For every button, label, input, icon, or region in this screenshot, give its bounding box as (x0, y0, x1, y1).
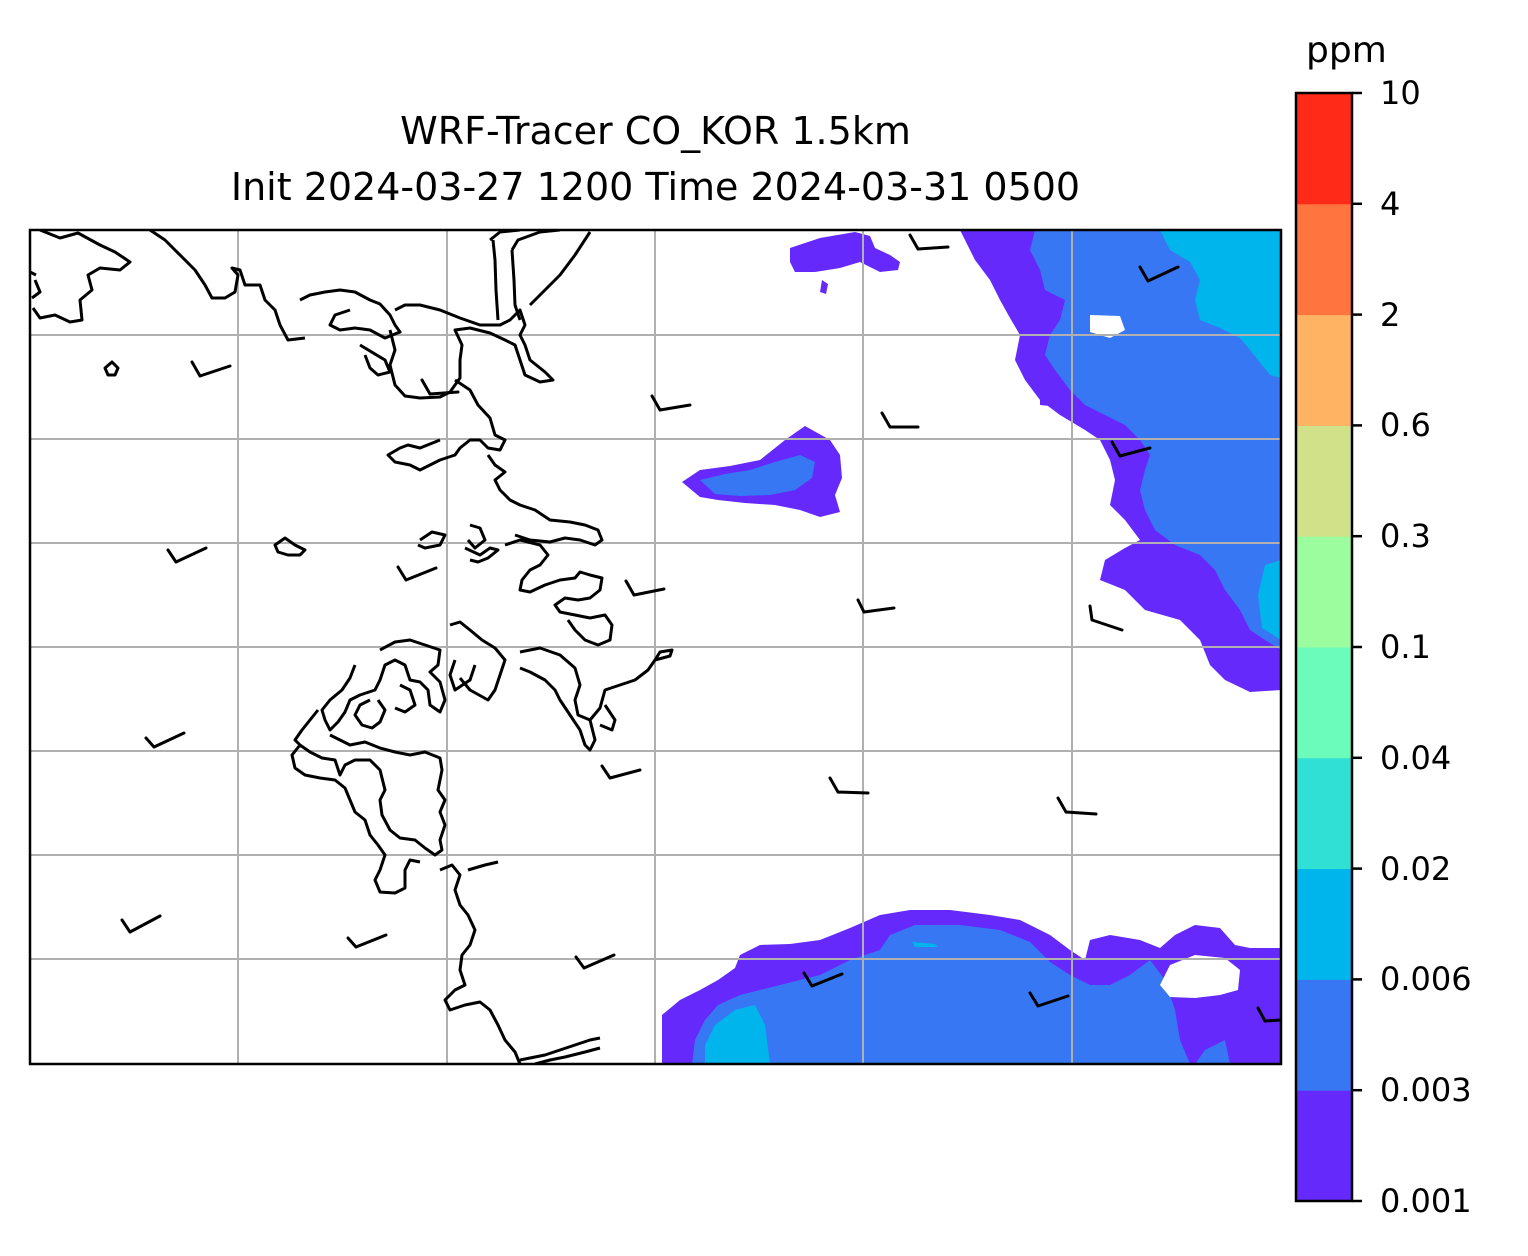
coastline-center-islands (103, 360, 307, 557)
wind-barb (1056, 796, 1098, 816)
colorbar-tick-label: 0.02 (1380, 849, 1452, 888)
colorbar-segment (1296, 203, 1352, 316)
blob-north-1 (790, 232, 900, 272)
wind-barb (624, 579, 666, 597)
wind-barb (828, 776, 870, 795)
colorbar-segment (1296, 868, 1352, 980)
graticule (30, 230, 1281, 1064)
colorbar-tick-label: 0.04 (1380, 738, 1452, 777)
coastline-north-2 (149, 230, 555, 400)
plume-ne-high (1160, 230, 1281, 378)
map-frame (28, 228, 1283, 1066)
map-area (30, 230, 1281, 1064)
colorbar-segment (1296, 314, 1352, 426)
wind-barb (908, 233, 950, 251)
blob-north-2 (820, 280, 828, 294)
colorbar-tick-label: 10 (1380, 74, 1421, 112)
wind-barb (420, 378, 460, 396)
plume-south-high-2 (912, 942, 938, 947)
colorbar (1294, 91, 1362, 1203)
wind-barb (1088, 604, 1124, 632)
coastline-south-3 (439, 860, 601, 1064)
colorbar-unit-label: ppm (1306, 30, 1387, 71)
wind-barb (802, 971, 844, 988)
colorbar-tick-label: 0.3 (1380, 517, 1431, 556)
plume-center-mid (700, 455, 815, 496)
colorbar-tick-label: 0.6 (1380, 406, 1431, 445)
wind-barb (120, 914, 162, 934)
map-title: WRF-Tracer CO_KOR 1.5km (400, 109, 911, 153)
plume-south-mid (692, 925, 1190, 1064)
colorbar-segment (1296, 979, 1352, 1091)
coastline-south-2 (290, 638, 447, 895)
colorbar-segment (1296, 647, 1352, 759)
colorbar-segment (1296, 425, 1352, 537)
colorbar-segment (1296, 536, 1352, 648)
colorbar-segment (1296, 93, 1352, 205)
wind-barb (1110, 440, 1152, 458)
wind-barb (190, 360, 232, 378)
plume-south-mid-2 (1195, 1040, 1230, 1064)
wind-barb (396, 565, 438, 582)
wind-barb (166, 546, 208, 564)
wind-barb (880, 411, 920, 429)
coastline-layer (30, 230, 674, 1064)
colorbar-segment (1296, 757, 1352, 870)
plume-ne-hole (1090, 315, 1125, 338)
colorbar-tick-label: 2 (1380, 295, 1401, 334)
plume-ne-high-2 (1258, 560, 1281, 640)
colorbar-tick-label: 0.003 (1380, 1071, 1472, 1110)
colorbar-tick-label: 0.006 (1380, 960, 1472, 999)
colorbar-tick-label: 4 (1380, 184, 1401, 223)
plume-south-hole (1160, 955, 1240, 998)
colorbar-segment (1296, 1090, 1352, 1202)
wind-barb-layer (120, 233, 1281, 1023)
plume-south-high (705, 1005, 770, 1064)
wind-barb (650, 394, 692, 412)
coastline-center (386, 378, 614, 647)
blob-north-3 (1040, 400, 1055, 406)
colorbar-tick-label: 0.001 (1380, 1182, 1472, 1220)
wind-barb (346, 933, 388, 949)
coastline-south (448, 620, 674, 752)
wind-barb (574, 953, 616, 970)
colorbar-tick-label: 0.1 (1380, 628, 1431, 666)
wind-barb (600, 764, 642, 780)
wind-barb (144, 731, 186, 749)
wind-barb (1028, 991, 1070, 1008)
wind-barb (856, 598, 896, 614)
coastline-north-3 (489, 230, 592, 321)
wind-barb (1256, 1006, 1281, 1023)
wind-barb (1138, 265, 1180, 283)
map-subtitle: Init 2024-03-27 1200 Time 2024-03-31 050… (230, 165, 1081, 209)
